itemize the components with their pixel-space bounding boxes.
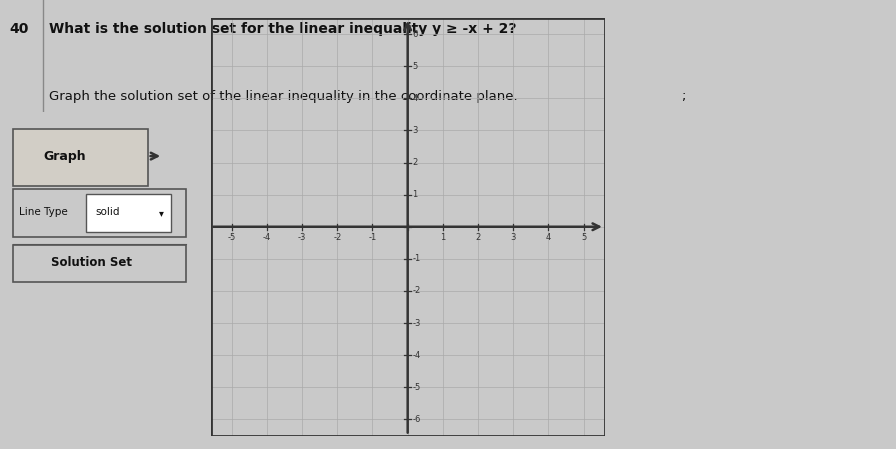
- Text: Graph the solution set of the linear inequality in the coordinate plane.: Graph the solution set of the linear ine…: [49, 90, 518, 103]
- FancyBboxPatch shape: [13, 189, 186, 237]
- Text: 3: 3: [511, 233, 516, 242]
- FancyBboxPatch shape: [13, 245, 186, 282]
- Text: ▾: ▾: [159, 208, 164, 218]
- Text: 2: 2: [476, 233, 481, 242]
- Text: -6: -6: [412, 415, 420, 424]
- Text: solid: solid: [96, 207, 120, 217]
- Text: -5: -5: [412, 383, 420, 392]
- Text: -1: -1: [412, 255, 420, 264]
- Text: -4: -4: [263, 233, 271, 242]
- Text: -4: -4: [412, 351, 420, 360]
- Text: -1: -1: [368, 233, 376, 242]
- FancyBboxPatch shape: [13, 129, 148, 186]
- Text: Graph: Graph: [44, 150, 86, 163]
- Text: 5: 5: [412, 62, 418, 70]
- FancyBboxPatch shape: [86, 194, 171, 233]
- Text: -2: -2: [333, 233, 341, 242]
- Text: Line Type: Line Type: [19, 207, 67, 217]
- Text: 6: 6: [412, 30, 418, 39]
- Text: 3: 3: [412, 126, 418, 135]
- Text: Solution Set: Solution Set: [51, 256, 133, 269]
- Text: 4: 4: [412, 94, 418, 103]
- Text: 2: 2: [412, 158, 418, 167]
- Text: 1: 1: [440, 233, 445, 242]
- Text: -3: -3: [297, 233, 306, 242]
- Text: 1: 1: [412, 190, 418, 199]
- Text: ;: ;: [681, 90, 685, 103]
- Text: What is the solution set for the linear inequality y ≥ -x + 2?: What is the solution set for the linear …: [49, 22, 517, 36]
- Text: 5: 5: [581, 233, 586, 242]
- Text: -3: -3: [412, 319, 420, 328]
- Text: 4: 4: [546, 233, 551, 242]
- Text: -2: -2: [412, 286, 420, 295]
- Text: 40: 40: [9, 22, 29, 36]
- Text: -5: -5: [228, 233, 236, 242]
